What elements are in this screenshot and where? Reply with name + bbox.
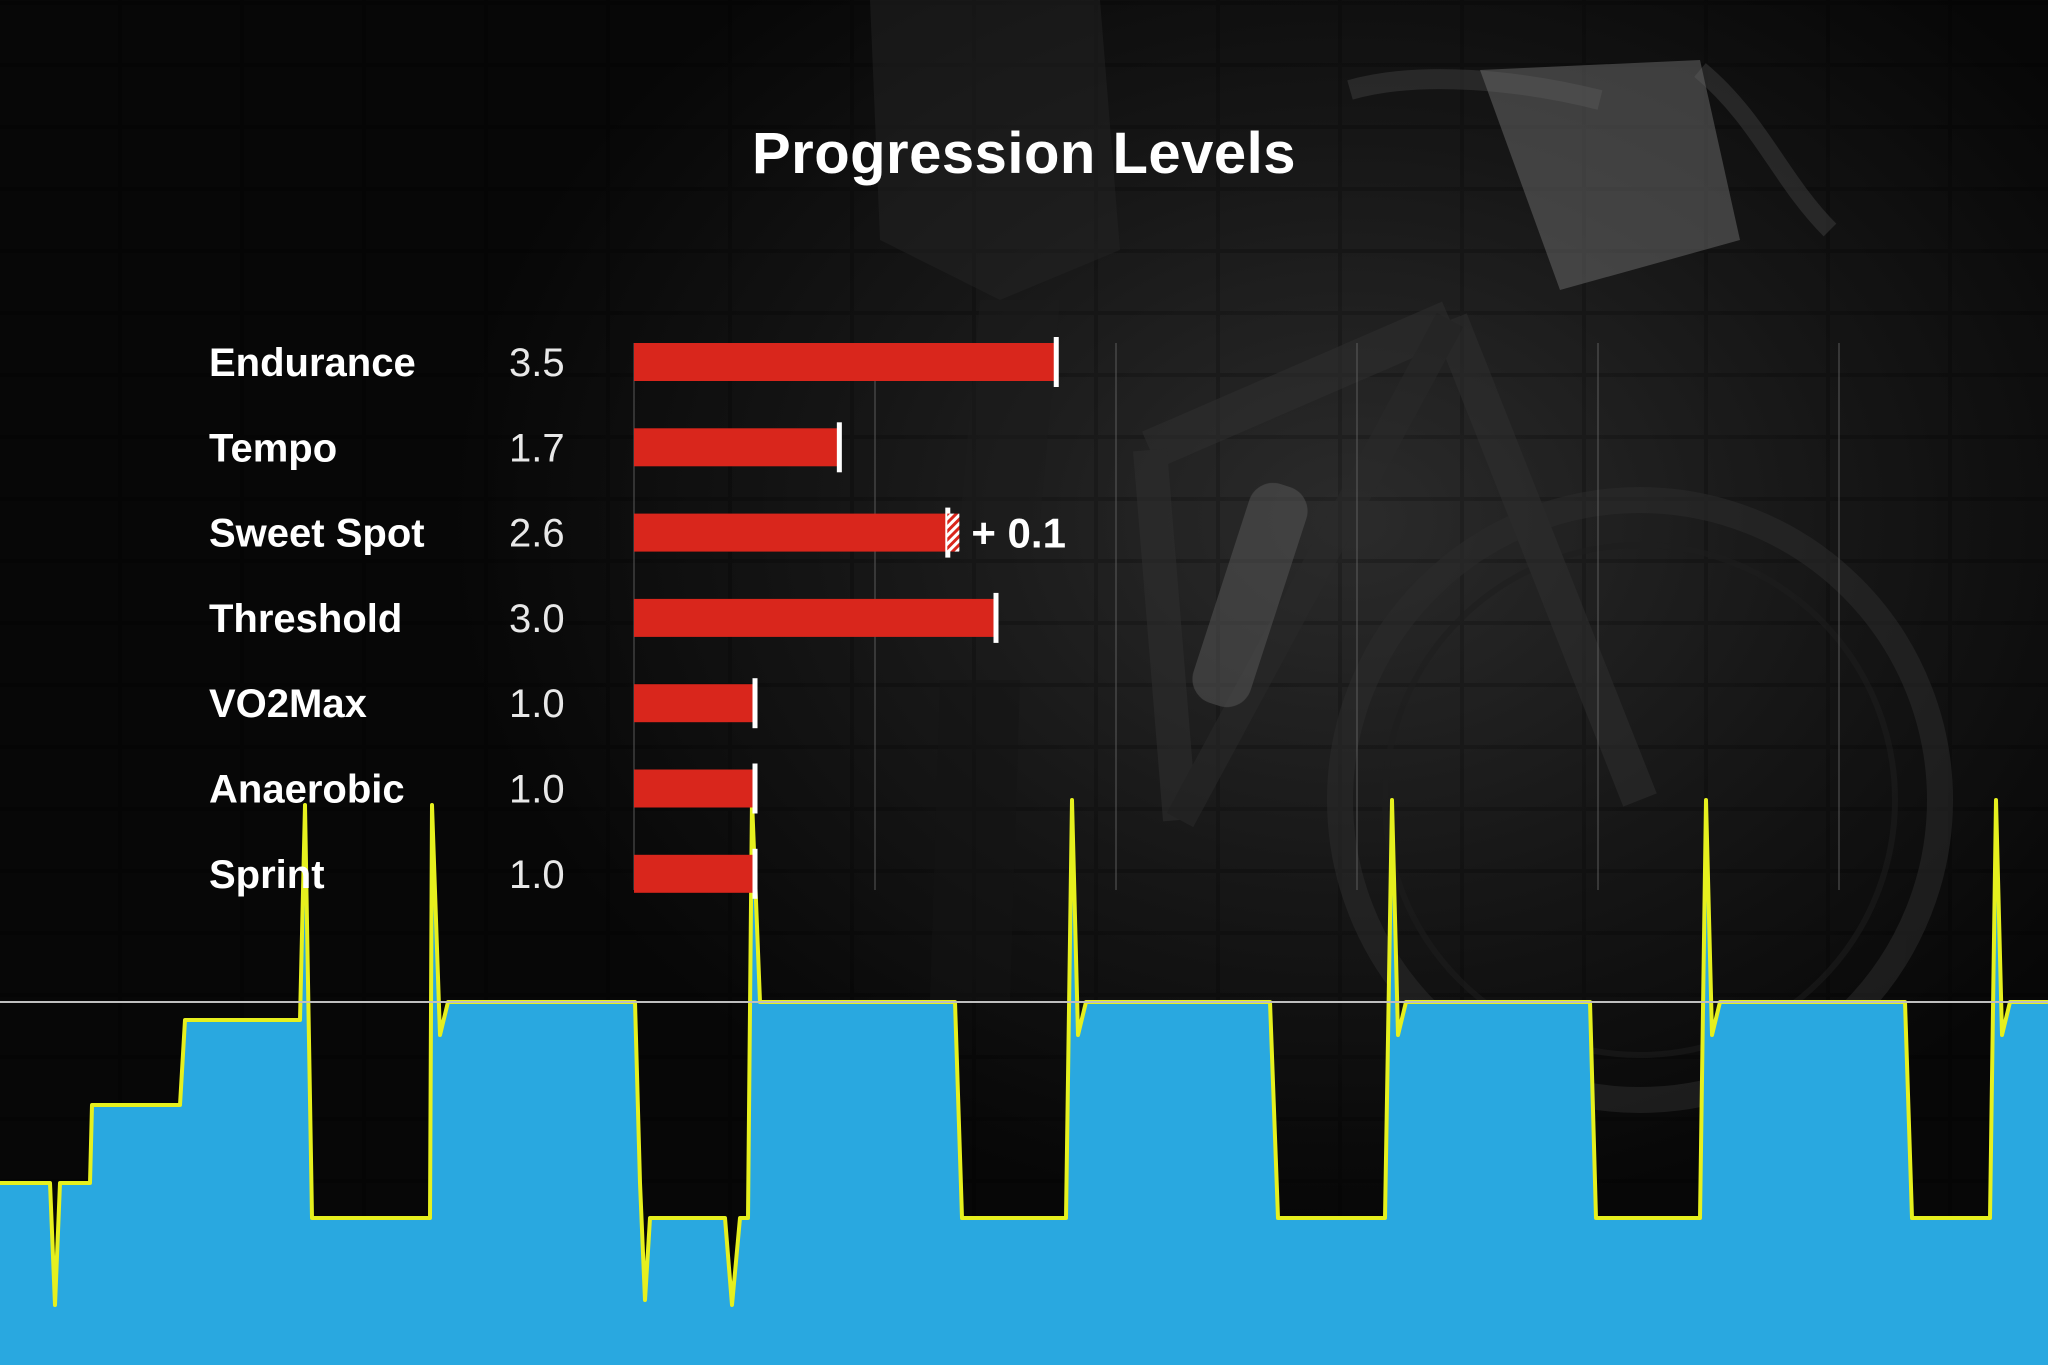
bar-end-marker xyxy=(836,422,842,473)
delta-annotation: + 0.1 xyxy=(971,510,1066,557)
category-label: Sweet Spot xyxy=(209,512,425,556)
value-label: 1.7 xyxy=(509,426,565,470)
delta-bar xyxy=(947,513,960,552)
chart-title: Progression Levels xyxy=(751,121,1297,186)
category-label: Sprint xyxy=(209,853,325,897)
value-label: 1.0 xyxy=(509,853,565,897)
value-label: 3.5 xyxy=(509,341,565,385)
value-label: 3.0 xyxy=(509,597,565,641)
category-label: Anaerobic xyxy=(209,768,405,812)
value-label: 1.0 xyxy=(509,682,565,726)
bar xyxy=(634,854,755,893)
power-area xyxy=(0,800,2048,1365)
bar-end-marker xyxy=(752,763,758,814)
value-label: 2.6 xyxy=(509,512,565,556)
bar xyxy=(634,428,839,467)
bar xyxy=(634,343,1056,381)
bar xyxy=(634,598,996,637)
bar xyxy=(634,513,948,552)
bar-end-marker xyxy=(1053,337,1059,387)
category-label: Threshold xyxy=(209,597,402,641)
bar-end-marker xyxy=(752,848,758,899)
bar xyxy=(634,684,755,723)
category-label: Endurance xyxy=(209,341,416,385)
bar-end-marker xyxy=(993,592,999,643)
bar-end-marker xyxy=(752,678,758,729)
category-label: VO2Max xyxy=(209,682,367,726)
category-label: Tempo xyxy=(209,426,337,470)
value-label: 1.0 xyxy=(509,768,565,812)
bar xyxy=(634,769,755,808)
